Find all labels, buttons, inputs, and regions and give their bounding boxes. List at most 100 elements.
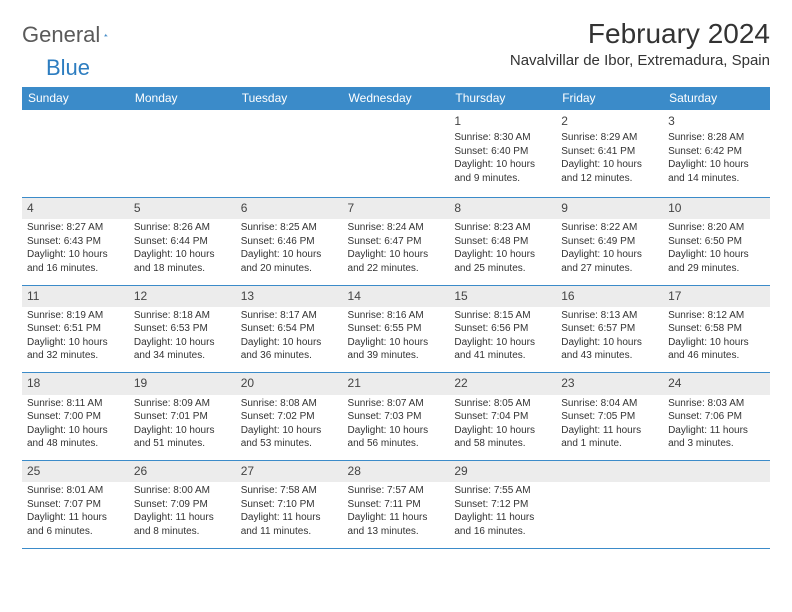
day-detail-line: Daylight: 11 hours and 3 minutes. [668,424,765,451]
calendar-cell: Sunrise: 7:57 AMSunset: 7:11 PMDaylight:… [343,482,450,548]
day-detail-line: Sunset: 6:41 PM [561,145,658,159]
calendar-cell: Sunrise: 8:17 AMSunset: 6:54 PMDaylight:… [236,307,343,373]
month-title: February 2024 [510,18,770,50]
day-number-cell: 20 [236,373,343,395]
day-detail-line: Daylight: 10 hours and 25 minutes. [454,248,551,275]
day-detail-line: Daylight: 10 hours and 14 minutes. [668,158,765,185]
day-detail-line: Sunrise: 8:04 AM [561,397,658,411]
day-detail-line: Sunset: 7:00 PM [27,410,124,424]
weekday-header: Friday [556,87,663,110]
location-text: Navalvillar de Ibor, Extremadura, Spain [510,52,770,69]
day-detail-line: Sunrise: 8:27 AM [27,221,124,235]
day-detail-line: Sunset: 6:54 PM [241,322,338,336]
title-block: February 2024 Navalvillar de Ibor, Extre… [510,18,770,69]
day-detail-line: Sunrise: 8:01 AM [27,484,124,498]
day-number: 8 [454,200,551,216]
brand-logo: General [22,22,128,48]
weekday-header: Wednesday [343,87,450,110]
day-detail-line: Sunrise: 8:23 AM [454,221,551,235]
day-detail-line: Sunset: 6:40 PM [454,145,551,159]
day-detail-line: Sunrise: 8:13 AM [561,309,658,323]
day-detail-line: Sunrise: 8:18 AM [134,309,231,323]
day-detail-line: Sunset: 7:05 PM [561,410,658,424]
day-number-cell: 6 [236,198,343,220]
day-number-cell: 7 [343,198,450,220]
day-number-cell: 23 [556,373,663,395]
day-detail-line: Sunset: 7:12 PM [454,498,551,512]
day-detail-line: Daylight: 11 hours and 6 minutes. [27,511,124,538]
calendar-cell: Sunrise: 8:11 AMSunset: 7:00 PMDaylight:… [22,395,129,461]
day-number-cell: 19 [129,373,236,395]
day-detail-line: Daylight: 11 hours and 1 minute. [561,424,658,451]
day-detail-line: Daylight: 10 hours and 56 minutes. [348,424,445,451]
calendar-cell: Sunrise: 8:20 AMSunset: 6:50 PMDaylight:… [663,219,770,285]
calendar-cell: Sunrise: 7:58 AMSunset: 7:10 PMDaylight:… [236,482,343,548]
day-detail-line: Sunrise: 8:30 AM [454,131,551,145]
day-detail-line: Sunrise: 8:26 AM [134,221,231,235]
calendar-cell: Sunrise: 8:26 AMSunset: 6:44 PMDaylight:… [129,219,236,285]
day-detail-line: Sunset: 6:48 PM [454,235,551,249]
brand-part1: General [22,22,100,48]
weekday-header: Sunday [22,87,129,110]
day-detail-line: Sunrise: 8:09 AM [134,397,231,411]
day-detail-line: Daylight: 10 hours and 48 minutes. [27,424,124,451]
calendar-cell: Sunrise: 8:01 AMSunset: 7:07 PMDaylight:… [22,482,129,548]
day-number: 21 [348,375,445,391]
day-detail-line: Daylight: 10 hours and 12 minutes. [561,158,658,185]
day-detail-line: Daylight: 10 hours and 53 minutes. [241,424,338,451]
day-number: 6 [241,200,338,216]
day-detail-line: Daylight: 10 hours and 43 minutes. [561,336,658,363]
calendar-cell: 3Sunrise: 8:28 AMSunset: 6:42 PMDaylight… [663,110,770,198]
day-detail-line: Sunrise: 8:19 AM [27,309,124,323]
day-detail-line: Sunset: 6:50 PM [668,235,765,249]
day-detail-line: Sunrise: 8:07 AM [348,397,445,411]
calendar-cell [556,482,663,548]
day-detail-line: Sunrise: 8:05 AM [454,397,551,411]
day-detail-line: Sunrise: 8:03 AM [668,397,765,411]
day-number-cell: 11 [22,285,129,307]
day-number-cell: 24 [663,373,770,395]
weekday-header: Thursday [449,87,556,110]
day-detail-line: Daylight: 10 hours and 36 minutes. [241,336,338,363]
day-detail-line: Sunset: 6:58 PM [668,322,765,336]
day-number-cell [663,461,770,483]
day-number: 12 [134,288,231,304]
day-number-cell: 12 [129,285,236,307]
calendar-cell: Sunrise: 8:23 AMSunset: 6:48 PMDaylight:… [449,219,556,285]
day-detail-line: Sunset: 7:04 PM [454,410,551,424]
calendar-cell: Sunrise: 8:04 AMSunset: 7:05 PMDaylight:… [556,395,663,461]
day-number: 19 [134,375,231,391]
day-detail-line: Sunset: 7:02 PM [241,410,338,424]
calendar-cell: Sunrise: 8:13 AMSunset: 6:57 PMDaylight:… [556,307,663,373]
day-detail-line: Daylight: 10 hours and 34 minutes. [134,336,231,363]
calendar-cell: Sunrise: 8:16 AMSunset: 6:55 PMDaylight:… [343,307,450,373]
day-detail-line: Sunset: 6:49 PM [561,235,658,249]
day-detail-line: Sunrise: 8:28 AM [668,131,765,145]
calendar-cell: Sunrise: 8:00 AMSunset: 7:09 PMDaylight:… [129,482,236,548]
day-detail-line: Sunrise: 8:24 AM [348,221,445,235]
day-detail-line: Sunrise: 7:57 AM [348,484,445,498]
day-detail-line: Sunset: 6:44 PM [134,235,231,249]
calendar-cell: Sunrise: 8:07 AMSunset: 7:03 PMDaylight:… [343,395,450,461]
day-detail-line: Sunrise: 8:11 AM [27,397,124,411]
day-number-cell [556,461,663,483]
calendar-cell: Sunrise: 7:55 AMSunset: 7:12 PMDaylight:… [449,482,556,548]
day-number-cell: 15 [449,285,556,307]
calendar-header: Sunday Monday Tuesday Wednesday Thursday… [22,87,770,110]
day-detail-line: Sunrise: 8:20 AM [668,221,765,235]
calendar-cell: Sunrise: 8:24 AMSunset: 6:47 PMDaylight:… [343,219,450,285]
day-number-cell: 25 [22,461,129,483]
calendar-cell: Sunrise: 8:12 AMSunset: 6:58 PMDaylight:… [663,307,770,373]
calendar-cell: Sunrise: 8:15 AMSunset: 6:56 PMDaylight:… [449,307,556,373]
day-number: 27 [241,463,338,479]
day-detail-line: Sunset: 7:11 PM [348,498,445,512]
day-detail-line: Daylight: 10 hours and 32 minutes. [27,336,124,363]
day-number: 28 [348,463,445,479]
weekday-header: Saturday [663,87,770,110]
day-detail-line: Daylight: 10 hours and 29 minutes. [668,248,765,275]
day-number: 18 [27,375,124,391]
day-detail-line: Sunrise: 8:08 AM [241,397,338,411]
calendar-table: Sunday Monday Tuesday Wednesday Thursday… [22,87,770,549]
day-detail-line: Daylight: 11 hours and 11 minutes. [241,511,338,538]
calendar-cell [343,110,450,198]
